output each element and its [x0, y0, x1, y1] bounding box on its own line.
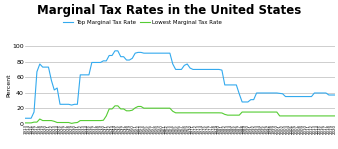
Top Marginal Tax Rate [333, 94, 337, 96]
Lowest Marginal Tax Rate [55, 122, 59, 123]
Lowest Marginal Tax Rate [275, 111, 279, 113]
Legend: Top Marginal Tax Rate, Lowest Marginal Tax Rate: Top Marginal Tax Rate, Lowest Marginal T… [64, 20, 222, 25]
Lowest Marginal Tax Rate [113, 105, 117, 107]
Lowest Marginal Tax Rate [333, 115, 337, 117]
Text: Marginal Tax Rates in the United States: Marginal Tax Rates in the United States [37, 4, 301, 17]
Top Marginal Tax Rate [272, 92, 276, 94]
Lowest Marginal Tax Rate [295, 115, 299, 117]
Lowest Marginal Tax Rate [301, 115, 305, 117]
Y-axis label: Percent: Percent [6, 73, 11, 97]
Top Marginal Tax Rate [23, 117, 27, 119]
Top Marginal Tax Rate [55, 87, 59, 89]
Lowest Marginal Tax Rate [75, 122, 79, 123]
Top Marginal Tax Rate [72, 103, 76, 105]
Top Marginal Tax Rate [292, 96, 296, 97]
Top Marginal Tax Rate [113, 50, 117, 52]
Top Marginal Tax Rate [330, 94, 334, 96]
Lowest Marginal Tax Rate [23, 122, 27, 124]
Top Marginal Tax Rate [171, 63, 175, 65]
Line: Lowest Marginal Tax Rate: Lowest Marginal Tax Rate [25, 106, 335, 123]
Lowest Marginal Tax Rate [70, 122, 74, 124]
Line: Top Marginal Tax Rate: Top Marginal Tax Rate [25, 51, 335, 118]
Lowest Marginal Tax Rate [174, 112, 178, 114]
